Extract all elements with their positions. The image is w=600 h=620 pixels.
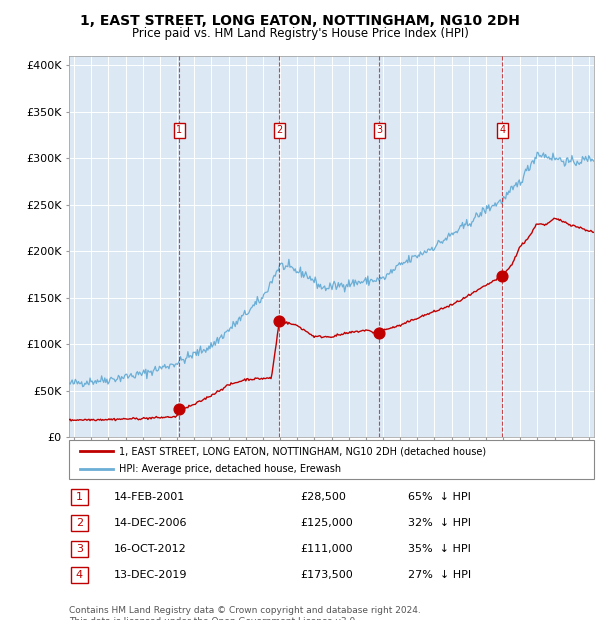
Text: HPI: Average price, detached house, Erewash: HPI: Average price, detached house, Erew… bbox=[119, 464, 341, 474]
Text: £28,500: £28,500 bbox=[300, 492, 346, 502]
Text: 2: 2 bbox=[76, 518, 83, 528]
Text: 1, EAST STREET, LONG EATON, NOTTINGHAM, NG10 2DH (detached house): 1, EAST STREET, LONG EATON, NOTTINGHAM, … bbox=[119, 446, 486, 456]
Text: £173,500: £173,500 bbox=[300, 570, 353, 580]
Text: 4: 4 bbox=[76, 570, 83, 580]
Text: 3: 3 bbox=[76, 544, 83, 554]
Text: Contains HM Land Registry data © Crown copyright and database right 2024.
This d: Contains HM Land Registry data © Crown c… bbox=[69, 606, 421, 620]
Text: 27%  ↓ HPI: 27% ↓ HPI bbox=[408, 570, 471, 580]
Text: £111,000: £111,000 bbox=[300, 544, 353, 554]
Point bbox=[497, 270, 507, 280]
Text: 3: 3 bbox=[376, 125, 382, 135]
Text: 1, EAST STREET, LONG EATON, NOTTINGHAM, NG10 2DH: 1, EAST STREET, LONG EATON, NOTTINGHAM, … bbox=[80, 14, 520, 29]
Text: 32%  ↓ HPI: 32% ↓ HPI bbox=[408, 518, 471, 528]
Text: 35%  ↓ HPI: 35% ↓ HPI bbox=[408, 544, 471, 554]
Point bbox=[374, 329, 384, 339]
Text: 2: 2 bbox=[276, 125, 283, 135]
Text: 65%  ↓ HPI: 65% ↓ HPI bbox=[408, 492, 471, 502]
Text: Price paid vs. HM Land Registry's House Price Index (HPI): Price paid vs. HM Land Registry's House … bbox=[131, 27, 469, 40]
Point bbox=[175, 404, 184, 414]
Text: £125,000: £125,000 bbox=[300, 518, 353, 528]
Text: 1: 1 bbox=[176, 125, 182, 135]
Text: 14-DEC-2006: 14-DEC-2006 bbox=[114, 518, 187, 528]
Text: 1: 1 bbox=[76, 492, 83, 502]
Text: 16-OCT-2012: 16-OCT-2012 bbox=[114, 544, 187, 554]
Text: 4: 4 bbox=[499, 125, 505, 135]
Text: 14-FEB-2001: 14-FEB-2001 bbox=[114, 492, 185, 502]
Text: 13-DEC-2019: 13-DEC-2019 bbox=[114, 570, 187, 580]
Point bbox=[275, 316, 284, 326]
